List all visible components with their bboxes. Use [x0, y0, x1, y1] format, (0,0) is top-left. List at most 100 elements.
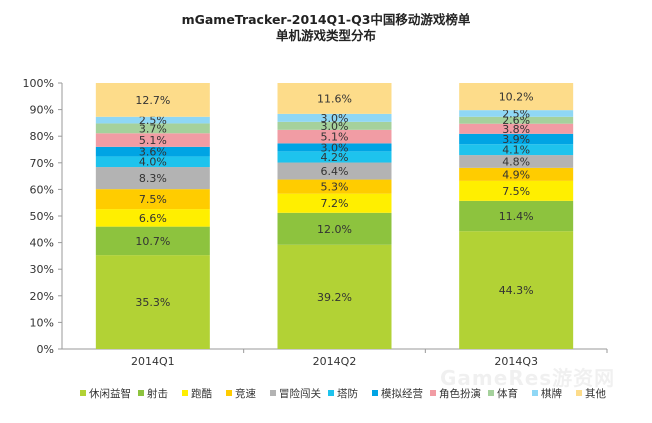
bar-segment	[459, 110, 574, 117]
data-label: 7.2%	[321, 197, 349, 210]
data-label: 4.9%	[502, 168, 530, 181]
data-label: 3.0%	[321, 120, 349, 133]
data-label: 44.3%	[499, 284, 534, 297]
bar-segment	[277, 151, 392, 163]
data-label: 3.0%	[321, 141, 349, 154]
legend-swatch	[226, 390, 232, 396]
data-label: 7.5%	[139, 193, 167, 206]
bar-segment	[277, 113, 392, 122]
bar-segment	[95, 116, 210, 124]
data-label: 35.3%	[135, 296, 170, 309]
data-label: 2.6%	[502, 114, 530, 127]
bar-segment	[459, 167, 574, 181]
legend-label: 塔防	[337, 387, 358, 400]
legend-swatch	[488, 390, 494, 396]
legend-label: 体育	[497, 387, 518, 400]
y-tick-label: 80%	[30, 130, 54, 143]
y-tick-label: 70%	[30, 157, 54, 170]
chart-title: mGameTracker-2014Q1-Q3中国移动游戏榜单	[181, 12, 471, 27]
legend-swatch	[430, 390, 436, 396]
bar-segment	[95, 189, 210, 210]
y-tick-label: 60%	[30, 183, 54, 196]
data-label: 2.5%	[139, 114, 167, 127]
bar-segment	[95, 226, 210, 256]
bar-segment	[95, 209, 210, 227]
legend-swatch	[532, 390, 538, 396]
data-label: 3.0%	[321, 112, 349, 125]
bar-segment	[277, 121, 392, 130]
legend-label: 休闲益智	[89, 387, 131, 400]
data-label: 6.4%	[321, 165, 349, 178]
bar-segment	[277, 244, 392, 349]
data-label: 4.8%	[502, 155, 530, 168]
bar-segment	[459, 116, 574, 124]
legend-swatch	[138, 390, 144, 396]
legend-label: 竞速	[235, 387, 256, 400]
bar-segment	[277, 83, 392, 114]
bar-segment	[459, 180, 574, 201]
bar-segment	[277, 143, 392, 152]
legend-swatch	[80, 390, 86, 396]
y-tick-label: 10%	[30, 316, 54, 329]
legend-label: 冒险闯关	[279, 387, 321, 400]
data-label: 3.9%	[502, 133, 530, 146]
bar-segment	[277, 129, 392, 144]
legend-swatch	[182, 390, 188, 396]
data-label: 11.6%	[317, 92, 352, 105]
bar-segment	[459, 144, 574, 156]
legend-swatch	[270, 390, 276, 396]
bar-segment	[277, 162, 392, 180]
data-label: 2.5%	[502, 107, 530, 120]
legend-label: 射击	[147, 387, 168, 400]
data-label: 10.2%	[499, 91, 534, 104]
data-label: 4.0%	[139, 156, 167, 169]
data-label: 39.2%	[317, 291, 352, 304]
legend-swatch	[576, 390, 582, 396]
x-tick-label: 2014Q2	[313, 355, 357, 368]
x-tick-label: 2014Q3	[494, 355, 538, 368]
data-label: 5.1%	[139, 134, 167, 147]
legend-label: 模拟经营	[381, 387, 423, 400]
bar-segment	[95, 123, 210, 134]
data-label: 4.2%	[321, 151, 349, 164]
chart-subtitle: 单机游戏类型分布	[275, 28, 376, 43]
data-label: 6.6%	[139, 212, 167, 225]
bar-segment	[459, 83, 574, 111]
y-tick-label: 100%	[23, 77, 54, 90]
data-label: 12.7%	[135, 94, 170, 107]
bar-segment	[95, 167, 210, 190]
y-tick-label: 30%	[30, 263, 54, 276]
y-tick-label: 20%	[30, 290, 54, 303]
bar-segment	[277, 193, 392, 213]
data-label: 8.3%	[139, 172, 167, 185]
bar-segment	[277, 212, 392, 245]
data-label: 5.1%	[321, 131, 349, 144]
legend-label: 其他	[585, 387, 606, 400]
y-tick-label: 50%	[30, 210, 54, 223]
bar-segment	[459, 123, 574, 134]
y-tick-label: 90%	[30, 104, 54, 117]
watermark: GameRes游资网	[440, 366, 616, 390]
data-label: 5.3%	[321, 181, 349, 194]
bar-segment	[95, 133, 210, 147]
bar-segment	[459, 155, 574, 168]
data-label: 10.7%	[135, 235, 170, 248]
bar-segment	[459, 133, 574, 145]
legend-label: 跑酷	[191, 387, 212, 400]
bar-segment	[95, 146, 210, 157]
y-tick-label: 0%	[37, 343, 54, 356]
bar-segment	[277, 179, 392, 194]
legend-swatch	[328, 390, 334, 396]
data-label: 7.5%	[502, 185, 530, 198]
data-label: 3.8%	[502, 123, 530, 136]
y-tick-label: 40%	[30, 237, 54, 250]
data-label: 3.6%	[139, 146, 167, 159]
bar-segment	[95, 255, 210, 349]
data-label: 11.4%	[499, 210, 534, 223]
bar-segment	[459, 231, 574, 349]
data-label: 12.0%	[317, 223, 352, 236]
data-label: 3.7%	[139, 122, 167, 135]
x-tick-label: 2014Q1	[131, 355, 175, 368]
legend-label: 角色扮演	[439, 387, 481, 400]
